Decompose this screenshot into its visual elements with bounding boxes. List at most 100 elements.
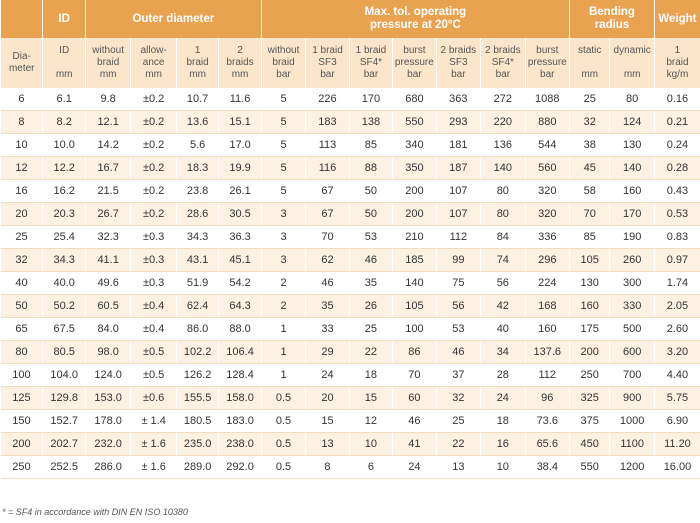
table-cell: 0.43 xyxy=(653,179,700,203)
subheader-cell: dynamic mm xyxy=(609,38,655,88)
table-cell: 46 xyxy=(435,340,481,364)
table-cell: 129.8 xyxy=(42,386,86,410)
table-cell: 550 xyxy=(569,455,610,479)
table-cell: 200 xyxy=(0,432,43,456)
table-cell: 16.7 xyxy=(84,156,131,180)
table-row: 250 252.5 286.0 ± 1.6 289.0 292.0 0.5 8 6 24 13 10 3… xyxy=(0,455,700,479)
table-cell: 73.6 xyxy=(524,409,570,433)
table-cell: 10 xyxy=(348,432,393,456)
table-cell: 130 xyxy=(569,271,610,295)
table-cell: 152.7 xyxy=(42,409,86,433)
table-cell: 272 xyxy=(480,88,526,111)
table-cell: 29 xyxy=(305,340,350,364)
table-cell: 1100 xyxy=(609,432,655,456)
table-cell: 10.0 xyxy=(42,133,86,157)
table-cell: 140 xyxy=(480,156,526,180)
table-cell: 88.0 xyxy=(218,317,262,341)
table-cell: 296 xyxy=(524,248,570,272)
table-cell: 70 xyxy=(569,202,610,226)
table-cell: 53 xyxy=(435,317,481,341)
table-cell: 18.3 xyxy=(175,156,219,180)
table-cell: 85 xyxy=(348,133,393,157)
subheader-cell: 1 braid SF4* bar xyxy=(348,38,393,88)
subheader-cell: ID mm xyxy=(42,38,86,88)
table-cell: 880 xyxy=(524,110,570,134)
table-cell: 25 xyxy=(435,409,481,433)
table-cell: 9.8 xyxy=(84,88,131,111)
table-cell: 0.5 xyxy=(260,386,306,410)
table-cell: 0.21 xyxy=(653,110,700,134)
table-cell: 25 xyxy=(569,88,610,111)
table-cell: 126.2 xyxy=(175,363,219,387)
table-cell: ±0.3 xyxy=(130,225,177,249)
table-cell: 680 xyxy=(392,88,437,111)
table-cell: 34.3 xyxy=(175,225,219,249)
table-cell: 41 xyxy=(392,432,437,456)
table-cell: 14.2 xyxy=(84,133,131,157)
table-cell: 2.05 xyxy=(653,294,700,318)
table-cell: ±0.2 xyxy=(130,110,177,134)
table-cell: 33 xyxy=(305,317,350,341)
table-cell: 0.5 xyxy=(260,409,306,433)
table-cell: 5 xyxy=(260,110,306,134)
table-cell: 16.00 xyxy=(653,455,700,479)
table-cell: 150 xyxy=(0,409,43,433)
table-cell: 20 xyxy=(305,386,350,410)
table-cell: 56 xyxy=(480,271,526,295)
table-cell: 0.5 xyxy=(260,432,306,456)
table-cell: 183 xyxy=(305,110,350,134)
table-cell: 60.5 xyxy=(84,294,131,318)
table-cell: 450 xyxy=(569,432,610,456)
table-cell: 170 xyxy=(609,202,655,226)
table-cell: 138 xyxy=(348,110,393,134)
table-row: 125 129.8 153.0 ±0.6 155.5 158.0 0.5 20 15 60 32 24… xyxy=(0,386,700,410)
table-cell: 50 xyxy=(348,179,393,203)
table-cell: 292.0 xyxy=(218,455,262,479)
header-max-pressure: Max. tol. operating pressure at 20°C xyxy=(260,0,570,38)
table-cell: 99 xyxy=(435,248,481,272)
table-cell: 26.7 xyxy=(84,202,131,226)
table-cell: 62 xyxy=(305,248,350,272)
subheader-cell: allow-ance mm xyxy=(130,38,177,88)
table-cell: 125 xyxy=(0,386,43,410)
table-cell: 1 xyxy=(260,317,306,341)
table-cell: ± 1.6 xyxy=(130,432,177,456)
table-cell: 112 xyxy=(435,225,481,249)
table-cell: 2.60 xyxy=(653,317,700,341)
table-cell: 100 xyxy=(0,363,43,387)
table-row: 150 152.7 178.0 ± 1.4 180.5 183.0 0.5 15 12 46 25 1… xyxy=(0,409,700,433)
table-cell: 16 xyxy=(0,179,43,203)
table-cell: 70 xyxy=(305,225,350,249)
table-cell: 15 xyxy=(348,386,393,410)
table-cell: 26 xyxy=(348,294,393,318)
table-cell: 4.40 xyxy=(653,363,700,387)
table-cell: 232.0 xyxy=(84,432,131,456)
table-cell: 544 xyxy=(524,133,570,157)
table-cell: ±0.3 xyxy=(130,248,177,272)
table-cell: 24 xyxy=(305,363,350,387)
table-cell: 5.75 xyxy=(653,386,700,410)
table-cell: 260 xyxy=(609,248,655,272)
table-cell: 54.2 xyxy=(218,271,262,295)
table-cell: 88 xyxy=(348,156,393,180)
table-cell: 80 xyxy=(480,202,526,226)
table-cell: 67 xyxy=(305,179,350,203)
table-cell: 286.0 xyxy=(84,455,131,479)
table-cell: 20.3 xyxy=(42,202,86,226)
table-cell: 100 xyxy=(392,317,437,341)
table-cell: 56 xyxy=(435,294,481,318)
table-header: ID Outer diameter Max. tol. operating pre… xyxy=(0,0,700,88)
table-cell: 106.4 xyxy=(218,340,262,364)
table-row: 200 202.7 232.0 ± 1.6 235.0 238.0 0.5 13 10 41 22 1… xyxy=(0,432,700,456)
table-cell: 35 xyxy=(305,294,350,318)
table-cell: 6 xyxy=(0,88,43,111)
table-cell: 84 xyxy=(480,225,526,249)
table-cell: 24 xyxy=(392,455,437,479)
table-cell: 38 xyxy=(569,133,610,157)
table-cell: 28.6 xyxy=(175,202,219,226)
table-cell: 22 xyxy=(348,340,393,364)
table-row: 8 8.2 12.1 ±0.2 13.6 15.1 5 183 138 550 293 220 880 3… xyxy=(0,110,700,134)
table-cell: 1200 xyxy=(609,455,655,479)
subheader-cell: without braid mm xyxy=(84,38,131,88)
table-cell: 11.20 xyxy=(653,432,700,456)
